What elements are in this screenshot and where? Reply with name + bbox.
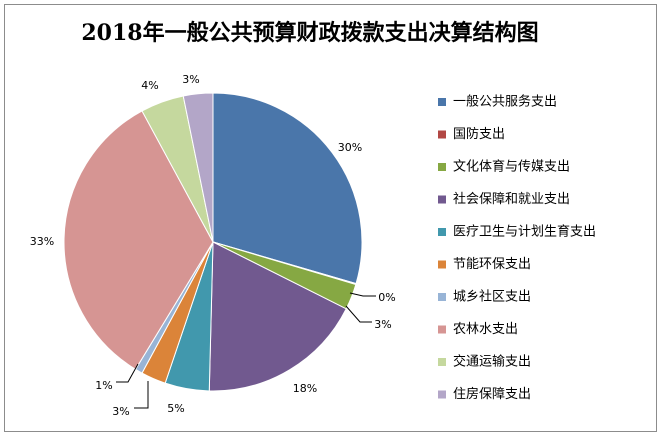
legend-entry-7: 农林水支出 bbox=[453, 322, 518, 337]
leader-line-1 bbox=[349, 292, 376, 297]
leader-line-2 bbox=[345, 305, 372, 323]
legend-swatch-9 bbox=[438, 390, 446, 399]
leader-line-6 bbox=[116, 363, 139, 383]
legend-swatch-8 bbox=[438, 358, 446, 366]
data-label-7: 33% bbox=[30, 235, 54, 248]
data-label-0: 30% bbox=[338, 141, 362, 154]
pie-slice-7 bbox=[63, 110, 214, 370]
legend-swatch-7 bbox=[438, 325, 446, 334]
chart-title: 2018年一般公共预算财政拨款支出决算结构图 bbox=[81, 20, 539, 46]
data-label-6: 1% bbox=[95, 379, 112, 392]
data-label-1: 0% bbox=[378, 291, 395, 304]
legend-entry-6: 城乡社区支出 bbox=[453, 289, 531, 305]
data-label-9: 3% bbox=[182, 73, 199, 86]
legend-swatch-1 bbox=[438, 130, 446, 139]
leader-line-5 bbox=[134, 381, 149, 409]
legend-entry-3: 社会保障和就业支出 bbox=[453, 191, 570, 207]
legend-swatch-3 bbox=[438, 195, 446, 204]
legend-swatch-0 bbox=[438, 98, 446, 106]
legend-swatch-4 bbox=[438, 228, 446, 236]
data-label-3: 18% bbox=[293, 382, 317, 395]
legend-entry-1: 国防支出 bbox=[453, 126, 505, 142]
legend-swatch-5 bbox=[438, 260, 446, 269]
legend-entry-5: 节能环保支出 bbox=[453, 257, 531, 272]
legend-entry-4: 医疗卫生与计划生育支出 bbox=[453, 224, 596, 240]
data-label-8: 4% bbox=[141, 79, 158, 92]
legend-entry-0: 一般公共服务支出 bbox=[453, 94, 557, 110]
data-label-4: 5% bbox=[167, 402, 184, 415]
legend-entry-2: 文化体育与传媒支出 bbox=[453, 159, 570, 175]
legend-entry-8: 交通运输支出 bbox=[453, 354, 531, 370]
legend-entry-9: 住房保障支出 bbox=[453, 386, 531, 402]
legend-swatch-6 bbox=[438, 293, 446, 301]
pie-slice-9 bbox=[182, 92, 214, 243]
legend-swatch-2 bbox=[438, 163, 446, 171]
data-label-5: 3% bbox=[112, 405, 129, 418]
pie-slice-3 bbox=[208, 241, 347, 392]
pie-slice-0 bbox=[212, 92, 363, 285]
data-label-2: 3% bbox=[374, 318, 391, 331]
